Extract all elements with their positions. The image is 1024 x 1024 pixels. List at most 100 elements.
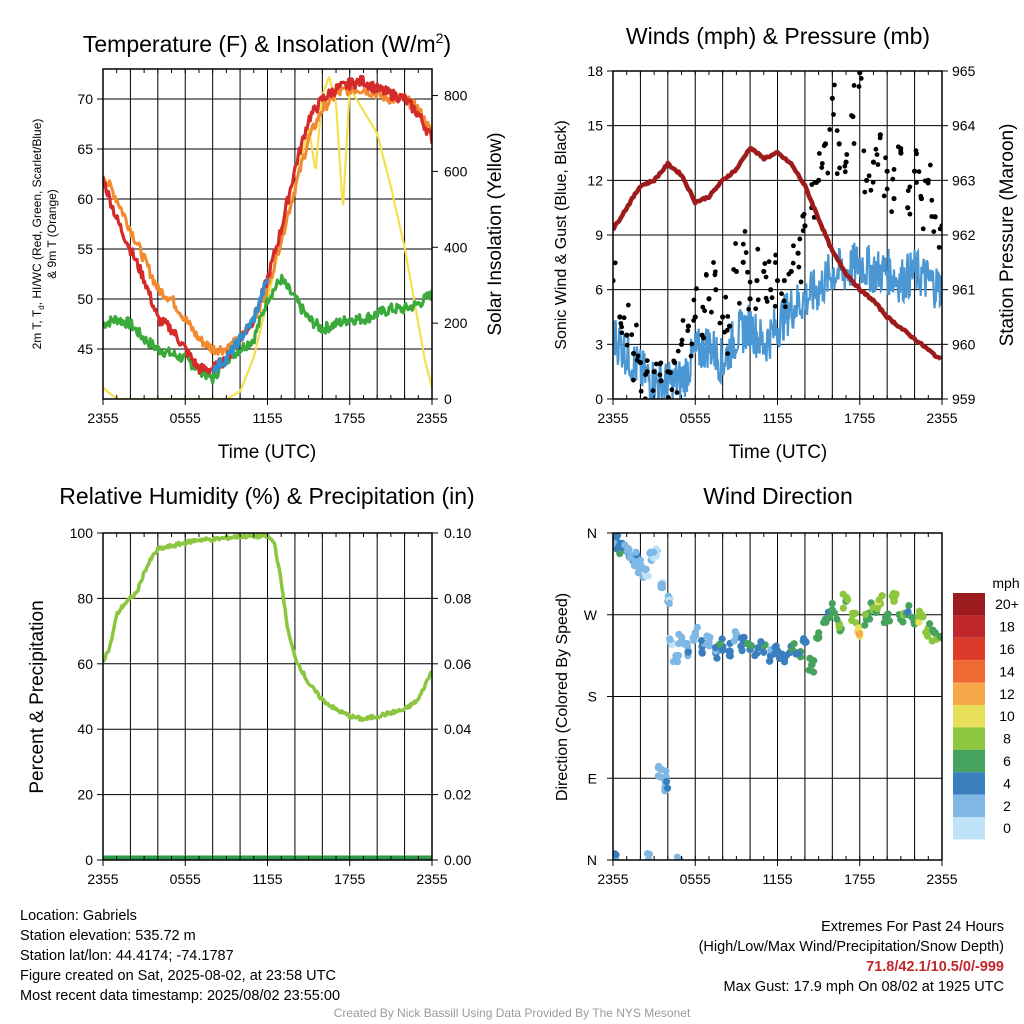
gust-point xyxy=(691,318,697,323)
humidity-y-label-left: Percent & Precipitation xyxy=(27,600,48,793)
direction-point xyxy=(747,641,755,649)
gust-point xyxy=(842,169,848,175)
direction-point xyxy=(923,632,932,640)
gust-point xyxy=(868,187,874,193)
winds-grid xyxy=(613,70,942,400)
extremes-info: Extremes For Past 24 Hours (High/Low/Max… xyxy=(699,917,1004,997)
x-tick-label: 1755 xyxy=(844,410,875,426)
colorbar-label: 0 xyxy=(1003,820,1011,836)
y-tick-label-left: 100 xyxy=(70,525,94,541)
gust-point xyxy=(781,298,787,304)
direction-panel-title: Wind Direction xyxy=(703,483,853,509)
direction-point xyxy=(642,572,650,580)
gust-point xyxy=(685,323,691,329)
x-tick-label: 2355 xyxy=(926,410,957,426)
direction-point xyxy=(814,634,822,643)
gust-point xyxy=(837,165,842,171)
gust-point xyxy=(860,58,865,63)
gust-point xyxy=(755,297,761,303)
direction-point xyxy=(613,851,620,859)
y-tick-label-left: 3 xyxy=(595,336,603,352)
gust-point xyxy=(836,141,842,147)
gust-point xyxy=(819,165,825,170)
temperature-panel: Temperature (F) & Insolation (W/m2) 2355… xyxy=(30,30,506,463)
direction-series xyxy=(613,533,942,860)
direction-point xyxy=(873,604,881,613)
temperature-x-label: Time (UTC) xyxy=(218,442,317,463)
temperature-ticks: 2355 0555 1155 1755 2355 45 50 55 60 65 70 0 200 400 6… xyxy=(77,69,468,426)
y-tick-label-right: 962 xyxy=(952,227,976,243)
gust-point xyxy=(740,259,746,265)
x-tick-label: 0555 xyxy=(170,410,201,426)
y-tick-label-left: 80 xyxy=(77,590,93,606)
gust-point xyxy=(657,361,663,367)
gust-point xyxy=(920,226,926,232)
direction-point xyxy=(636,556,644,564)
x-tick-label: 2355 xyxy=(926,871,957,887)
direction-point xyxy=(915,618,923,627)
direction-point xyxy=(697,636,706,645)
direction-point xyxy=(794,649,803,658)
gust-point xyxy=(891,195,897,202)
direction-point xyxy=(643,849,652,858)
colorbar-swatch xyxy=(953,682,985,705)
gust-point xyxy=(658,378,664,384)
gust-point xyxy=(907,184,913,190)
colorbar-swatch xyxy=(953,772,985,795)
direction-point xyxy=(662,777,671,786)
station-location: Location: Gabriels xyxy=(20,908,137,924)
gust-point xyxy=(929,214,935,219)
direction-point xyxy=(810,657,818,665)
gust-point xyxy=(890,176,896,182)
colorbar-swatch xyxy=(953,660,985,683)
temperature-y-label-left: 2m T, Td, HI/WC (Red, Green, Scarlet/Blu… xyxy=(30,119,46,350)
direction-point xyxy=(662,767,670,775)
direction-point xyxy=(691,632,700,640)
gust-point xyxy=(635,353,641,359)
x-tick-label: 1755 xyxy=(334,410,365,426)
direction-point xyxy=(905,601,913,610)
colorbar-label: 20+ xyxy=(995,596,1019,612)
direction-point xyxy=(641,565,649,574)
gust-point xyxy=(936,244,942,250)
gust-point xyxy=(884,186,890,192)
direction-point xyxy=(683,639,691,648)
extremes-values: 71.8/42.1/10.5/0/-999 xyxy=(866,959,1004,975)
temperature-series xyxy=(103,74,432,399)
colorbar-label: 16 xyxy=(999,641,1015,657)
direction-point xyxy=(663,784,672,792)
direction-point xyxy=(613,533,622,540)
x-tick-label: 2355 xyxy=(597,410,628,426)
gust-point xyxy=(700,304,706,310)
temperature-y-label-left-line2: & 9m T (Orange) xyxy=(45,189,59,279)
max-gust: Max Gust: 17.9 mph On 08/02 at 1925 UTC xyxy=(723,979,1004,995)
gust-point xyxy=(678,341,685,347)
gust-point xyxy=(856,84,862,89)
gust-point xyxy=(666,395,671,399)
gust-point xyxy=(733,241,738,246)
gust-point xyxy=(631,377,636,383)
x-tick-label: 1755 xyxy=(334,871,365,887)
direction-y-label-left: Direction (Colored By Speed) xyxy=(554,593,571,801)
colorbar-label: 4 xyxy=(1003,775,1011,791)
y-tick-label-right: 600 xyxy=(444,163,468,179)
gust-point xyxy=(768,287,774,293)
direction-point xyxy=(737,642,745,650)
colorbar-swatch xyxy=(953,637,985,661)
colorbar-label: 14 xyxy=(999,663,1015,679)
gust-point xyxy=(706,296,712,302)
gust-point xyxy=(825,170,831,176)
gust-point xyxy=(638,388,644,394)
gust-point xyxy=(624,332,630,338)
gust-point xyxy=(618,321,624,326)
gust-point xyxy=(927,162,933,168)
gust-point xyxy=(913,148,919,154)
y-tick-label-right: 400 xyxy=(444,239,468,255)
gust-point xyxy=(883,155,888,161)
gust-point xyxy=(613,260,618,266)
gust-point xyxy=(916,169,922,175)
direction-point xyxy=(632,548,640,556)
direction-point xyxy=(703,632,711,640)
credit-line: Created By Nick Bassill Using Data Provi… xyxy=(333,1006,691,1020)
gust-point xyxy=(694,286,699,291)
